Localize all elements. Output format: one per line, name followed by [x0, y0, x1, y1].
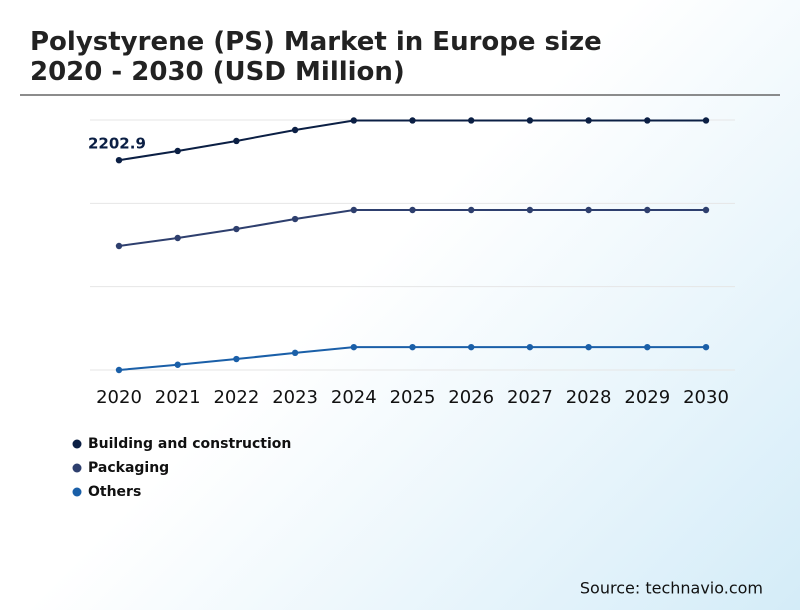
x-tick-label: 2021: [155, 387, 201, 408]
chart-title: Polystyrene (PS) Market in Europe size: [30, 27, 602, 57]
source: Source: technavio.com: [580, 579, 763, 598]
point: [174, 361, 181, 368]
series-line: [118, 209, 706, 247]
point: [115, 242, 123, 250]
chart-subtitle: 2020 - 2030 (USD Million): [30, 57, 405, 87]
point: [233, 137, 240, 145]
data-label: 2202.9: [88, 135, 146, 153]
x-tick-label: 2020: [96, 387, 142, 408]
legend-marker: [72, 463, 82, 473]
point: [291, 349, 299, 357]
point: [702, 206, 710, 214]
point: [644, 343, 651, 351]
point: [468, 343, 475, 351]
x-tick-label: 2022: [213, 387, 259, 408]
legend-label: Packaging: [88, 460, 169, 476]
point: [644, 206, 651, 214]
point: [174, 234, 181, 242]
point: [115, 366, 123, 374]
legend-label: Building and construction: [88, 436, 291, 452]
point: [233, 225, 240, 233]
legend-marker: [72, 487, 82, 497]
point: [644, 117, 651, 124]
point: [585, 117, 592, 124]
point: [174, 147, 181, 155]
x-tick-label: 2028: [566, 387, 612, 408]
legend-marker: [72, 439, 82, 449]
point: [233, 355, 240, 363]
point: [409, 343, 416, 351]
x-tick-label: 2026: [448, 387, 494, 408]
point: [468, 206, 475, 214]
point: [409, 206, 416, 214]
point: [585, 343, 592, 351]
x-tick-label: 2023: [272, 387, 318, 408]
x-tick-label: 2030: [683, 387, 729, 408]
point: [468, 117, 475, 124]
x-tick-label: 2024: [331, 387, 377, 408]
point: [585, 206, 592, 214]
x-tick-label: 2025: [390, 387, 436, 408]
point: [291, 215, 299, 223]
point: [291, 126, 299, 134]
point: [115, 157, 123, 164]
x-tick-label: 2027: [507, 387, 553, 408]
legend-label: Others: [88, 484, 141, 500]
point: [526, 343, 534, 351]
point: [526, 206, 534, 214]
point: [526, 117, 534, 124]
point: [409, 117, 416, 124]
x-tick-label: 2029: [624, 387, 670, 408]
point: [350, 206, 357, 214]
point: [702, 343, 710, 351]
point: [702, 117, 710, 124]
series-line: [118, 346, 706, 371]
point: [350, 117, 357, 124]
point: [350, 343, 357, 351]
series-line: [118, 119, 706, 162]
